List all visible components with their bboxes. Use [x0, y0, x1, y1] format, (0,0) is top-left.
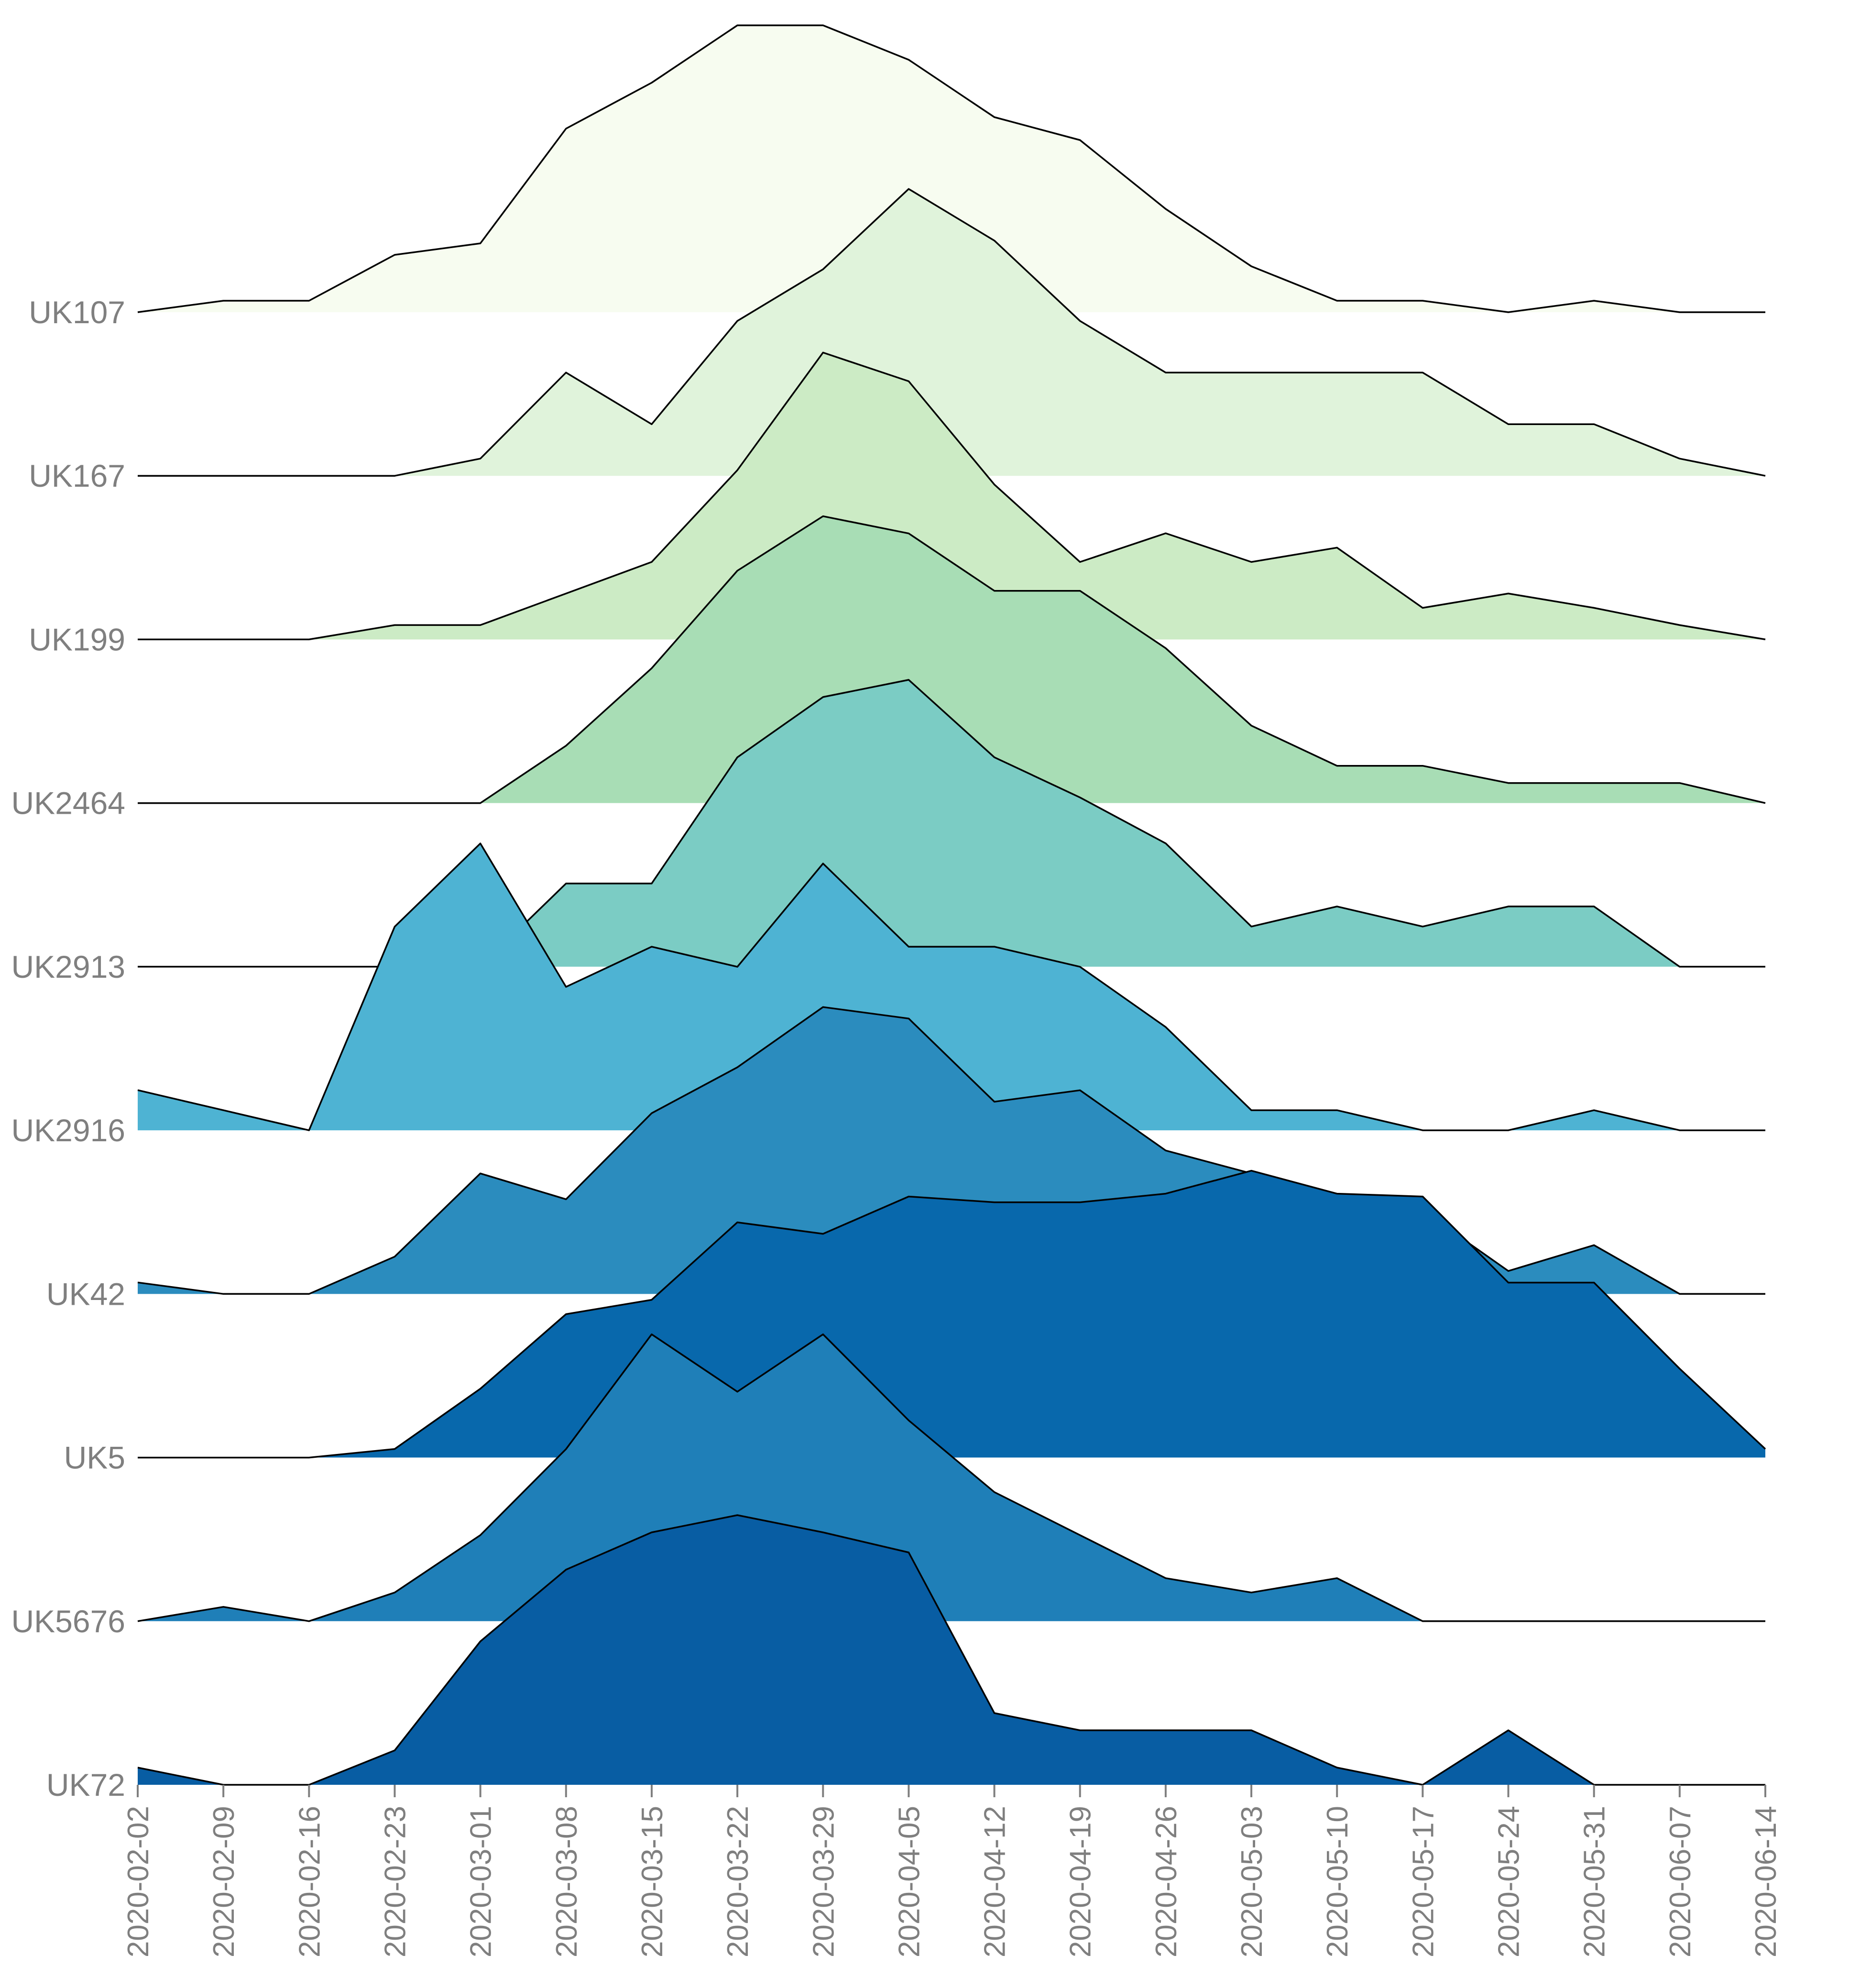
x-tick-label: 2020-03-22 [722, 1806, 755, 1957]
ridge-UK2913 [138, 679, 1765, 968]
x-tick-label: 2020-05-03 [1236, 1806, 1269, 1957]
ridge-line-UK107 [137, 24, 1765, 313]
ridge-area-UK167 [138, 189, 1765, 476]
ridge-UK2916 [137, 842, 1765, 1131]
x-tick-label: 2020-04-19 [1064, 1806, 1097, 1957]
y-label-UK2464: UK2464 [11, 786, 125, 821]
y-label-UK42: UK42 [46, 1276, 125, 1311]
ridge-line-UK167 [138, 188, 1766, 477]
x-tick-label: 2020-02-23 [379, 1806, 412, 1957]
x-tick-label: 2020-06-14 [1750, 1806, 1783, 1957]
ridge-line-UK2464 [138, 515, 1766, 804]
ridge-UK5 [138, 1169, 1766, 1459]
x-tick-label: 2020-03-08 [550, 1806, 583, 1957]
ridge-area-UK107 [138, 25, 1765, 312]
ridge-UK167 [138, 188, 1766, 477]
x-tick-label: 2020-06-07 [1664, 1806, 1697, 1957]
ridge-area-UK2913 [138, 679, 1765, 967]
y-label-UK72: UK72 [46, 1767, 125, 1802]
ridge-UK199 [138, 351, 1766, 641]
ridge-UK72 [137, 1514, 1765, 1786]
x-tick-label: 2020-04-26 [1150, 1806, 1183, 1957]
ridge-UK2464 [138, 515, 1766, 804]
x-tick-label: 2020-05-24 [1493, 1806, 1526, 1957]
y-label-UK5676: UK5676 [11, 1604, 125, 1639]
ridge-line-UK5676 [137, 1333, 1765, 1622]
y-axis-labels: UK107 UK167 UK199 UK2464 UK2913 UK2916 UK42 UK5… [11, 295, 125, 1802]
x-tick-label: 2020-03-29 [807, 1806, 840, 1957]
ridge-line-UK2916 [137, 842, 1765, 1131]
x-tick-label: 2020-03-01 [465, 1806, 498, 1957]
x-tick-label: 2020-05-10 [1321, 1806, 1354, 1957]
ridge-area-UK2464 [138, 516, 1765, 803]
x-tick-label: 2020-03-15 [636, 1806, 669, 1957]
x-tick-label: 2020-05-17 [1407, 1806, 1440, 1957]
ridges-group [137, 24, 1766, 1786]
ridge-line-UK72 [137, 1514, 1765, 1786]
ridge-area-UK2916 [138, 843, 1765, 1131]
ridge-area-UK72 [138, 1515, 1765, 1785]
ridge-line-UK42 [137, 1006, 1765, 1295]
ridge-area-UK199 [138, 352, 1765, 640]
x-tick-label: 2020-02-16 [293, 1806, 326, 1957]
x-tick-label: 2020-04-05 [893, 1806, 926, 1957]
ridge-line-UK199 [138, 351, 1766, 641]
y-label-UK199: UK199 [29, 622, 125, 657]
y-label-UK2913: UK2913 [11, 949, 125, 984]
ridge-line-UK5 [138, 1169, 1766, 1459]
y-label-UK167: UK167 [29, 458, 125, 493]
y-label-UK5: UK5 [64, 1440, 125, 1475]
x-tick-label: 2020-02-09 [208, 1806, 241, 1957]
ridge-UK107 [137, 24, 1765, 313]
x-tick-label: 2020-04-12 [979, 1806, 1012, 1957]
x-tick-label: 2020-02-02 [122, 1806, 155, 1957]
x-tick-label: 2020-05-31 [1578, 1806, 1611, 1957]
ridge-area-UK5 [138, 1170, 1765, 1458]
ridge-UK5676 [137, 1333, 1765, 1622]
ridge-area-UK5676 [138, 1334, 1765, 1621]
y-label-UK107: UK107 [29, 295, 125, 330]
x-axis: 2020-02-02 2020-02-09 2020-02-16 2020-02-23… [122, 1785, 1783, 1957]
y-label-UK2916: UK2916 [11, 1113, 125, 1148]
